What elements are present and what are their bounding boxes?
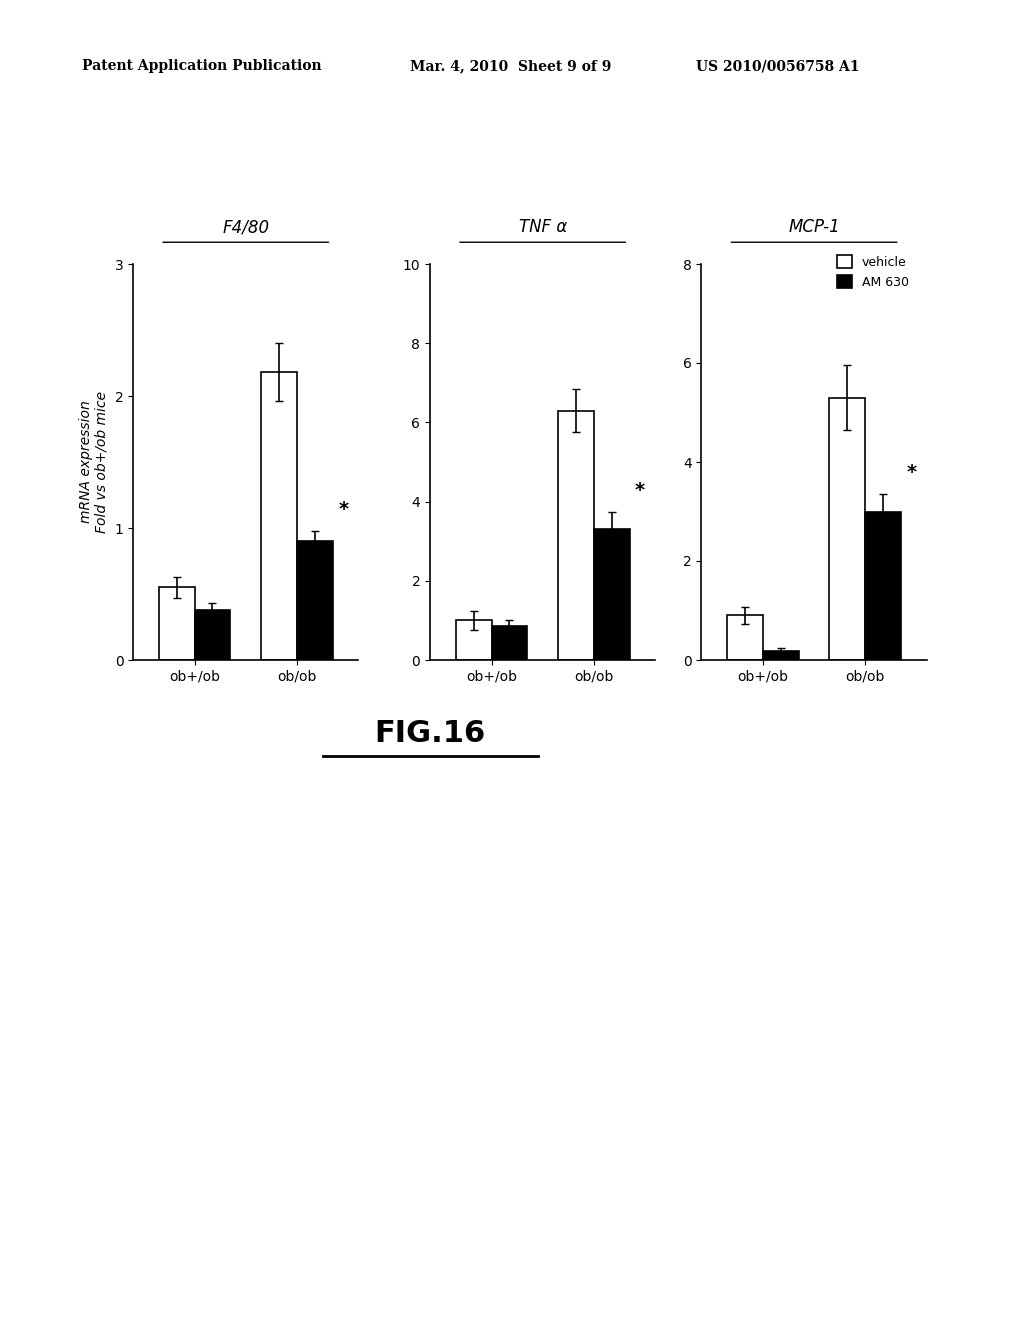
Bar (865, 511, 901, 660)
Text: FIG.16: FIG.16 (375, 719, 485, 748)
Bar (261, 372, 297, 660)
Bar (159, 587, 195, 660)
Bar (727, 615, 763, 660)
Text: US 2010/0056758 A1: US 2010/0056758 A1 (696, 59, 860, 74)
Text: *: * (338, 500, 348, 519)
Text: Mar. 4, 2010  Sheet 9 of 9: Mar. 4, 2010 Sheet 9 of 9 (410, 59, 611, 74)
Text: F4/80: F4/80 (222, 218, 269, 236)
Bar (195, 610, 230, 660)
Bar (763, 651, 799, 660)
Bar (297, 541, 333, 660)
Legend: vehicle, AM 630: vehicle, AM 630 (831, 251, 913, 294)
Text: Patent Application Publication: Patent Application Publication (82, 59, 322, 74)
Text: TNF α: TNF α (518, 218, 567, 236)
Bar (594, 529, 630, 660)
Text: *: * (906, 463, 916, 482)
Bar (492, 627, 527, 660)
Bar (456, 620, 492, 660)
Bar (829, 397, 865, 660)
Text: MCP-1: MCP-1 (788, 218, 840, 236)
Bar (558, 411, 594, 660)
Text: *: * (635, 480, 645, 500)
Y-axis label: mRNA expression
Fold vs ob+/ob mice: mRNA expression Fold vs ob+/ob mice (79, 391, 109, 533)
